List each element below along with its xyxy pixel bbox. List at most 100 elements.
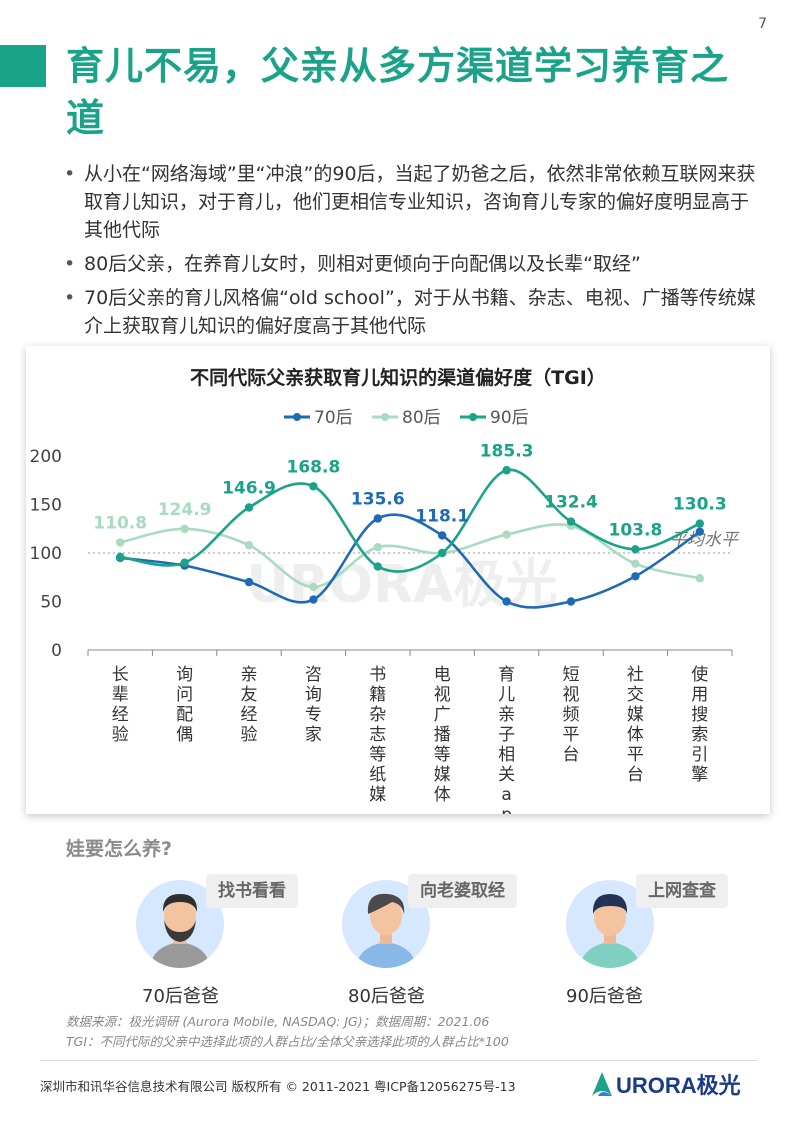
data-label: 130.3 [673,495,727,515]
data-point-70后 [695,527,704,536]
tgi-definition-line: TGI：不同代际的父亲中选择此项的人群占比/全体父亲选择此项的人群占比*100 [66,1034,509,1049]
x-tick-label-char: a [501,785,511,805]
data-point-80后 [244,541,254,550]
bullet-item-70s: 70后父亲的育儿风格偏“old school”，对于从书籍、杂志、电视、广播等传… [58,284,758,340]
series-line-70后 [120,513,701,609]
x-tick-label-char: 索 [691,725,708,745]
x-tick-label-char: 电 [434,665,451,685]
x-tick-label-char: 辈 [112,685,129,705]
x-tick-label-char: 等 [369,745,386,765]
data-point-80后 [116,538,125,547]
x-tick-label-char: 杂 [369,705,386,725]
x-tick-label-char: 亲 [498,705,515,725]
x-tick-label-char: 偶 [176,725,193,745]
data-point-90后 [180,558,189,567]
series-line-90后 [120,468,701,573]
chart-title: 不同代际父亲获取育儿知识的渠道偏好度（TGI） [190,366,606,389]
x-tick-label-char: 专 [305,705,322,725]
data-point-70后 [309,595,318,604]
bullet-item-80s: 80后父亲，在养育儿女时，则相对更倾向于向配偶以及长辈“取经” [58,250,758,278]
legend-marker-80后 [381,413,389,421]
footer-copyright: 深圳市和讯华谷信息技术有限公司 版权所有 © 2011-2021 粤ICP备12… [40,1079,516,1094]
persona-label-90s: 90后爸爸 [566,986,643,1007]
data-point-70后 [244,577,254,587]
aurora-logo-icon [592,1072,612,1096]
legend-label-80后: 80后 [402,408,441,428]
data-point-90后 [502,466,511,475]
data-point-80后 [373,542,382,552]
x-tick-label-char: 询 [305,685,322,705]
title-accent-bar [0,45,46,87]
x-tick-label-char: 亲 [241,665,258,685]
source-line: 数据来源：极光调研 (Aurora Mobile, NASDAQ: JG)；数据… [66,1014,490,1029]
bearded-father-icon [150,894,210,968]
x-tick-label-char: 平 [627,745,644,765]
legend-marker-70后 [293,413,301,421]
x-tick-label-char: p [501,805,512,814]
data-point-90后 [438,548,447,558]
x-tick-label-char: 育 [498,665,515,685]
x-tick-label-char: 用 [691,685,708,705]
data-point-90后 [631,545,640,554]
x-tick-label-char: 配 [176,705,193,725]
y-tick-label: 150 [30,496,62,516]
x-tick-label-char: 籍 [369,685,386,705]
data-label: 185.3 [480,441,534,461]
persona-70s: 找书看看 70后爸爸 [136,868,376,1018]
chart-watermark: URORA极光 [247,555,558,615]
data-point-90后 [373,562,382,571]
data-point-70后 [502,597,511,606]
x-tick-label-char: 询 [176,665,193,685]
x-tick-label-char: 搜 [691,705,708,725]
x-tick-label-char: 频 [563,705,580,725]
bullet-list: 从小在“网络海域”里“冲浪”的90后，当起了奶爸之后，依然非常依赖互联网来获取育… [58,160,758,346]
data-label: 146.9 [222,479,276,499]
source-note: 数据来源：极光调研 (Aurora Mobile, NASDAQ: JG)；数据… [66,1012,509,1052]
data-point-90后 [695,519,704,528]
aurora-logo-text: URORA极光 [616,1073,741,1098]
x-tick-label-char: 志 [369,725,386,745]
data-label: 110.8 [93,514,147,534]
reference-line-label: 平均水平 [670,530,740,550]
x-tick-label-char: 媒 [434,765,451,785]
x-tick-label-char: 媒 [627,705,644,725]
x-tick-label-char: 视 [563,685,580,705]
x-tick-label-char: 体 [434,785,451,805]
x-tick-label-char: 擎 [691,765,708,785]
x-tick-label-char: 经 [241,705,258,725]
persona-label-70s: 70后爸爸 [142,986,219,1007]
data-point-90后 [244,503,254,512]
data-label: 103.8 [609,520,663,540]
data-point-70后 [373,514,382,523]
x-tick-label-char: 家 [305,725,322,745]
persona-80s: 向老婆取经 80后爸爸 [342,868,582,1018]
legend-marker-90后 [469,413,477,421]
x-tick-label-char: 广 [434,705,451,725]
data-point-90后 [309,482,318,491]
speech-bubble-90s: 上网查查 [636,874,728,908]
avatar-80s [342,880,430,968]
data-label: 168.8 [287,457,341,477]
x-tick-label-char: 使 [691,664,708,685]
chart-card: 不同代际父亲获取育儿知识的渠道偏好度（TGI） 70后 80后 90后 URORA极光 0… [26,346,770,814]
bullet-item-90s: 从小在“网络海域”里“冲浪”的90后，当起了奶爸之后，依然非常依赖互联网来获取育… [58,160,758,244]
avatar-70s [136,880,224,968]
persona-label-80s: 80后爸爸 [348,986,425,1007]
x-tick-label-char: 等 [434,745,451,765]
x-tick-label-char: 纸 [369,765,386,785]
x-tick-label-char: 社 [627,665,644,685]
x-tick-label-char: 台 [627,765,644,785]
x-tick-label-char: 书 [369,665,386,685]
x-tick-label-char: 关 [498,765,515,785]
aurora-logo: URORA极光 [592,1072,741,1098]
data-point-80后 [180,524,189,534]
x-tick-label-char: 台 [563,745,580,765]
data-label: 118.1 [415,506,469,526]
x-tick-label-char: 视 [434,685,451,705]
data-point-80后 [502,530,511,539]
y-tick-label: 0 [51,641,62,661]
x-tick-label-char: 相 [498,745,515,765]
x-tick-label-char: 儿 [498,685,515,705]
y-tick-label: 50 [40,593,62,613]
speech-bubble-70s: 找书看看 [206,874,298,908]
